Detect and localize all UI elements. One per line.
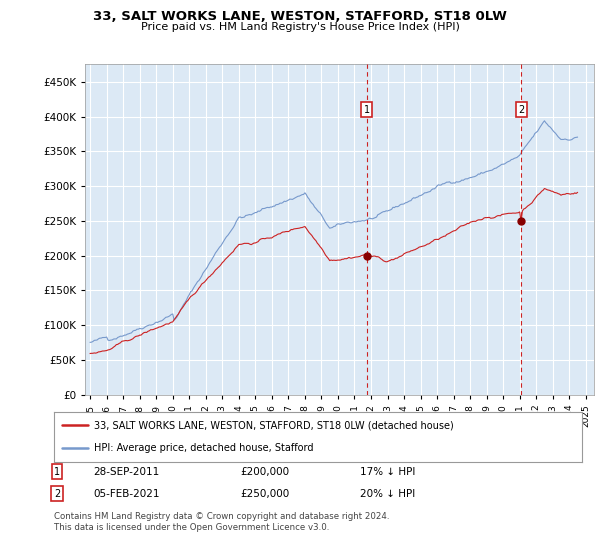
- Text: 2: 2: [518, 105, 524, 115]
- Text: £250,000: £250,000: [240, 489, 289, 499]
- Text: 1: 1: [54, 466, 60, 477]
- Text: 28-SEP-2011: 28-SEP-2011: [93, 466, 159, 477]
- Text: 20% ↓ HPI: 20% ↓ HPI: [360, 489, 415, 499]
- Text: £200,000: £200,000: [240, 466, 289, 477]
- Text: 33, SALT WORKS LANE, WESTON, STAFFORD, ST18 0LW: 33, SALT WORKS LANE, WESTON, STAFFORD, S…: [93, 10, 507, 23]
- Text: Price paid vs. HM Land Registry's House Price Index (HPI): Price paid vs. HM Land Registry's House …: [140, 22, 460, 32]
- Text: 33, SALT WORKS LANE, WESTON, STAFFORD, ST18 0LW (detached house): 33, SALT WORKS LANE, WESTON, STAFFORD, S…: [94, 420, 454, 430]
- Text: Contains HM Land Registry data © Crown copyright and database right 2024.
This d: Contains HM Land Registry data © Crown c…: [54, 512, 389, 532]
- Text: HPI: Average price, detached house, Stafford: HPI: Average price, detached house, Staf…: [94, 444, 313, 454]
- Text: 05-FEB-2021: 05-FEB-2021: [93, 489, 160, 499]
- Text: 2: 2: [54, 489, 60, 499]
- Text: 17% ↓ HPI: 17% ↓ HPI: [360, 466, 415, 477]
- Text: 1: 1: [364, 105, 370, 115]
